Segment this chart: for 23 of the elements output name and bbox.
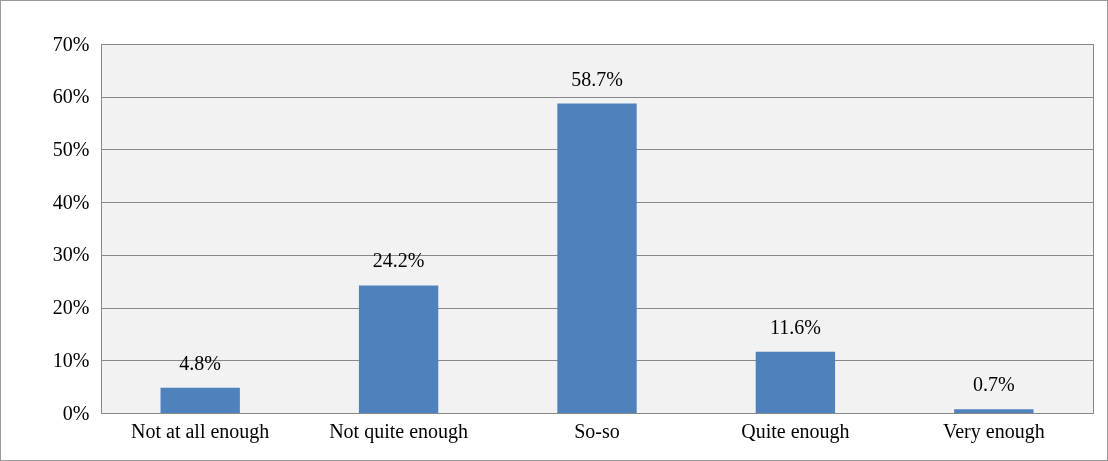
y-tick-label: 20%	[52, 296, 90, 319]
bar	[954, 409, 1034, 413]
y-tick-label: 40%	[52, 190, 90, 213]
bar	[160, 387, 240, 413]
y-tick-label: 60%	[52, 85, 90, 108]
data-label: 11.6%	[769, 315, 821, 338]
data-label: 4.8%	[179, 351, 222, 374]
data-label: 58.7%	[571, 67, 623, 90]
y-tick-label: 30%	[52, 243, 90, 266]
x-tick-label: Not at all enough	[131, 419, 270, 443]
x-tick-label: Not quite enough	[329, 419, 469, 443]
y-tick-label: 50%	[52, 137, 90, 160]
data-label: 0.7%	[972, 373, 1015, 396]
y-tick-label: 0%	[62, 401, 90, 424]
data-label: 24.2%	[372, 249, 425, 272]
bar	[755, 351, 836, 413]
y-tick-label: 70%	[52, 32, 90, 55]
x-tick-label: Very enough	[942, 419, 1045, 443]
y-tick-label: 10%	[52, 348, 90, 371]
bar	[358, 285, 439, 413]
x-tick-label: So-so	[574, 419, 620, 442]
x-tick-label: Quite enough	[741, 419, 850, 443]
bar	[557, 103, 637, 413]
